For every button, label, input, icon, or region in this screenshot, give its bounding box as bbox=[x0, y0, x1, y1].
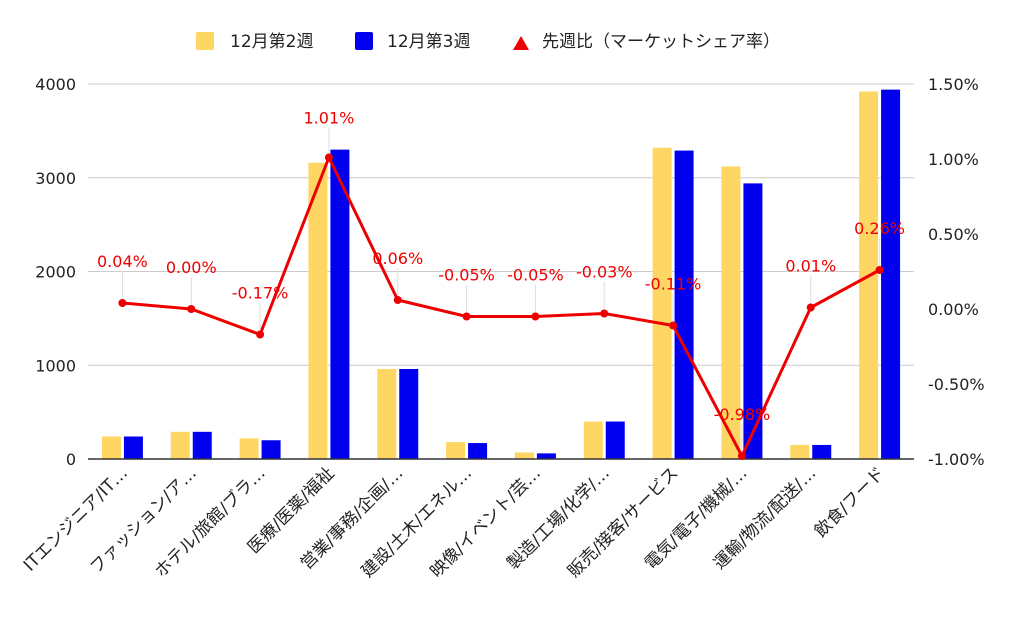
bar-12月第3週 bbox=[812, 444, 832, 459]
y-right-tick-label: 0.00% bbox=[928, 300, 979, 319]
data-label: 1.01% bbox=[304, 109, 355, 128]
y-right-tick-label: 1.50% bbox=[928, 75, 979, 94]
data-label: 0.04% bbox=[97, 252, 148, 271]
line-point bbox=[669, 321, 678, 330]
bar-12月第3週 bbox=[261, 440, 281, 459]
bar-12月第3週 bbox=[192, 431, 212, 459]
line-point bbox=[600, 309, 609, 318]
bar-12月第2週 bbox=[377, 369, 397, 459]
legend-swatch-12月第3週 bbox=[355, 32, 373, 50]
data-label: 0.06% bbox=[372, 249, 423, 268]
axes: 0 1000 2000 3000 4000 -1.00% -0.50% 0.00% 0.50% 1… bbox=[35, 75, 984, 469]
y-right-tick-label: -1.00% bbox=[928, 450, 985, 469]
line-point bbox=[187, 305, 196, 313]
y-left-tick-label: 0 bbox=[66, 450, 76, 469]
y-left-tick-label: 2000 bbox=[35, 263, 76, 282]
y-right-tick-label: 0.50% bbox=[928, 225, 979, 244]
line-point bbox=[393, 296, 402, 304]
bar-12月第2週 bbox=[308, 162, 328, 459]
line-point bbox=[737, 452, 746, 460]
data-label: -0.98% bbox=[714, 405, 771, 424]
legend-label: 12月第3週 bbox=[387, 32, 470, 52]
bar-12月第3週 bbox=[605, 421, 625, 459]
bar-12月第2週 bbox=[170, 431, 190, 459]
data-label: 0.26% bbox=[854, 219, 905, 238]
legend: 12月第2週 12月第3週 先週比（マーケットシェア率） bbox=[196, 32, 780, 52]
line-先週比 bbox=[122, 156, 881, 458]
data-label: -0.17% bbox=[232, 284, 289, 303]
data-label: 0.00% bbox=[166, 258, 217, 277]
bar-12月第2週 bbox=[446, 442, 466, 459]
y-left-tick-label: 3000 bbox=[35, 169, 76, 188]
line-point bbox=[531, 312, 540, 321]
line-point bbox=[806, 303, 815, 312]
x-tick-label: 飲食/フード bbox=[811, 463, 889, 541]
y-right-tick-label: -0.50% bbox=[928, 375, 985, 394]
bar-12月第2週 bbox=[652, 147, 672, 459]
data-label: -0.03% bbox=[576, 263, 633, 282]
bar-12月第3週 bbox=[536, 453, 556, 459]
line-point bbox=[324, 153, 333, 162]
bar-12月第2週 bbox=[790, 444, 810, 459]
y-right-tick-label: 1.00% bbox=[928, 150, 979, 169]
bar-12月第3週 bbox=[881, 89, 901, 459]
x-axis-labels: ITエンジニア/IT…ファッション/ア…ホテル/旅館/ブラ…医療/医薬/福祉営業… bbox=[20, 463, 889, 582]
bar-12月第2週 bbox=[721, 166, 741, 459]
y-left-tick-label: 1000 bbox=[35, 356, 76, 375]
bar-12月第3週 bbox=[330, 149, 350, 459]
bar-12月第2週 bbox=[101, 436, 121, 459]
data-label: 0.01% bbox=[785, 257, 836, 276]
bar-12月第3週 bbox=[743, 183, 763, 459]
data-label: -0.11% bbox=[645, 275, 702, 294]
bar-series bbox=[101, 89, 901, 459]
line-point bbox=[118, 299, 127, 307]
legend-triangle-icon bbox=[513, 36, 529, 50]
data-label: -0.05% bbox=[507, 266, 564, 285]
legend-swatch-12月第2週 bbox=[196, 32, 214, 50]
legend-label: 先週比（マーケットシェア率） bbox=[542, 32, 780, 52]
line-point bbox=[256, 330, 265, 339]
data-label: -0.05% bbox=[438, 266, 495, 285]
line-series: 0.04% 0.00% -0.17% 1.01% 0.06% -0.05% -0.05% -0… bbox=[97, 109, 905, 460]
line-point bbox=[462, 312, 471, 321]
y-left-tick-label: 4000 bbox=[35, 75, 76, 94]
bar-12月第3週 bbox=[468, 443, 488, 459]
bar-12月第3週 bbox=[674, 150, 694, 459]
bar-12月第2週 bbox=[514, 452, 534, 459]
bar-12月第3週 bbox=[123, 436, 143, 459]
bar-12月第3週 bbox=[399, 369, 419, 459]
bar-12月第2週 bbox=[239, 438, 259, 459]
legend-label: 12月第2週 bbox=[230, 32, 313, 52]
bar-12月第2週 bbox=[583, 421, 603, 459]
line-point bbox=[875, 266, 884, 274]
gridlines bbox=[88, 83, 914, 366]
